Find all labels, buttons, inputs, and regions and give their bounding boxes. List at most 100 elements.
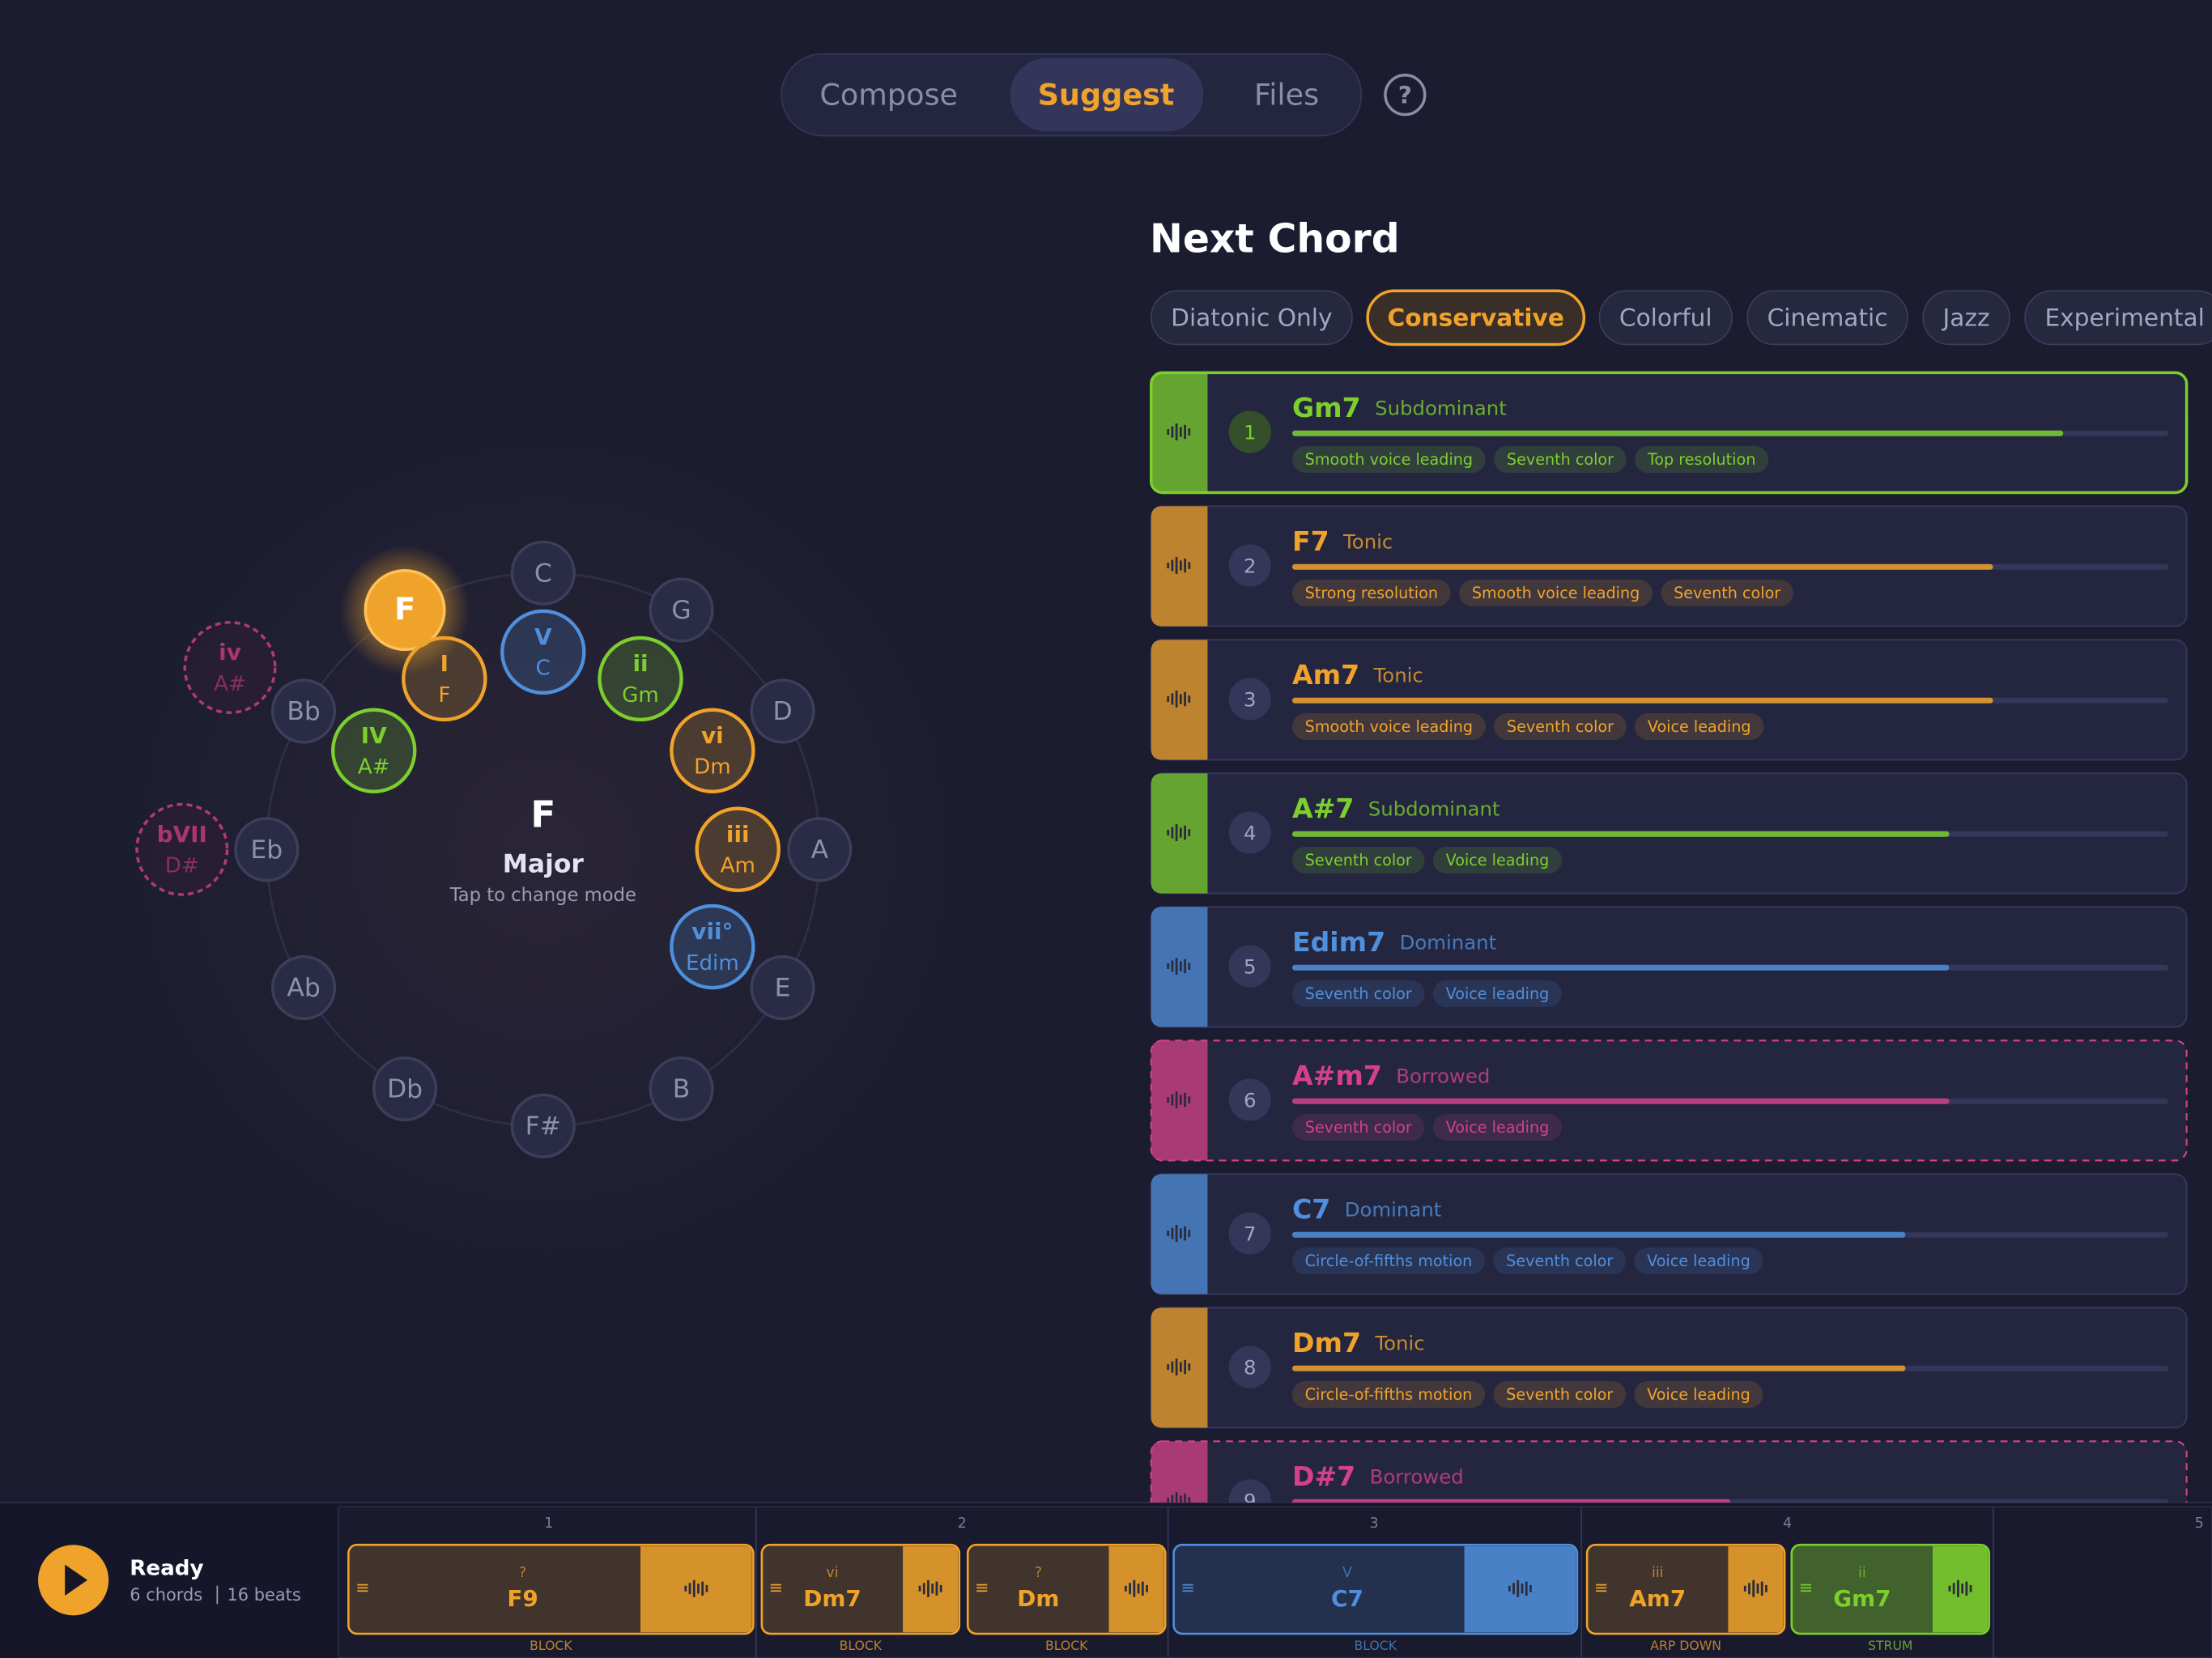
tag: Strong resolution bbox=[1305, 584, 1438, 602]
tag: Voice leading bbox=[1446, 1118, 1550, 1137]
suggestion-card[interactable]: 8 Dm7 Tonic Circle-of-fifths motion Seventh … bbox=[1150, 1307, 2188, 1429]
tab[interactable]: Suggest bbox=[1038, 77, 1175, 112]
tag-chip bbox=[1291, 980, 1425, 1008]
chord-circle[interactable] bbox=[695, 806, 781, 892]
borrowed-degree: bVII bbox=[157, 821, 207, 848]
chord-circle[interactable] bbox=[331, 708, 417, 794]
chord-circle[interactable] bbox=[670, 708, 755, 794]
chord-count: 6 chords bbox=[130, 1585, 202, 1605]
suggestion-card[interactable]: 1 Gm7 Subdominant Smooth voice leading Seven… bbox=[1150, 371, 2189, 495]
block-style: BLOCK bbox=[1355, 1638, 1397, 1653]
suggestion-card[interactable]: 3 Am7 Tonic Smooth voice leading Seventh col… bbox=[1150, 639, 2188, 761]
filter-label: Jazz bbox=[1942, 304, 1990, 332]
rank-circle bbox=[1228, 1346, 1271, 1388]
filter-chip[interactable] bbox=[1366, 289, 1586, 346]
chord-name: Gm7 bbox=[1292, 392, 1361, 423]
note-circle[interactable] bbox=[372, 1056, 438, 1122]
block-style: BLOCK bbox=[1045, 1638, 1088, 1653]
chord-name: C bbox=[536, 657, 551, 681]
score-bar bbox=[1291, 964, 1950, 971]
note-circle[interactable] bbox=[364, 568, 446, 652]
note-label: D bbox=[772, 697, 792, 726]
drag-handle-icon: ≡ bbox=[355, 1578, 370, 1597]
help-button[interactable] bbox=[1384, 73, 1427, 117]
tab[interactable]: Files bbox=[1254, 77, 1319, 112]
suggestion-card[interactable]: 2 F7 Tonic Strong resolution Smooth voice le… bbox=[1150, 505, 2188, 627]
note-label: Db bbox=[387, 1075, 423, 1104]
chord-block[interactable]: ≡ ii Gm7 STRUM bbox=[1790, 1543, 1991, 1653]
chord-circle[interactable] bbox=[670, 903, 755, 990]
tag-chip bbox=[1432, 980, 1562, 1008]
suggestion-card[interactable]: 9 D#7 Borrowed bbox=[1150, 1440, 2188, 1561]
chord-degree: vii° bbox=[691, 918, 733, 945]
block-audio bbox=[903, 1545, 959, 1633]
rank-circle bbox=[1228, 1212, 1271, 1255]
center-mode[interactable]: Major bbox=[503, 849, 585, 878]
borrowed-circle[interactable] bbox=[135, 802, 229, 896]
suggestion-card[interactable]: 4 A#7 Subdominant Seventh color Voice leadin… bbox=[1150, 772, 2188, 895]
score-bar bbox=[1291, 1365, 1906, 1371]
note-circle[interactable] bbox=[234, 817, 300, 882]
drag-handle-icon: ≡ bbox=[1180, 1578, 1195, 1597]
tag: Seventh color bbox=[1305, 984, 1412, 1003]
chord-degree: vi bbox=[701, 722, 724, 749]
note-circle[interactable] bbox=[270, 678, 337, 744]
tag: Circle-of-fifths motion bbox=[1305, 1385, 1473, 1404]
note-label: Ab bbox=[287, 974, 320, 1003]
chord-function: Borrowed bbox=[1396, 1065, 1490, 1088]
tab[interactable]: Compose bbox=[819, 77, 958, 112]
chord-block[interactable]: ≡? F9 BLOCK bbox=[347, 1543, 755, 1653]
rank: 8 bbox=[1244, 1355, 1257, 1379]
chord-function: Tonic bbox=[1342, 530, 1393, 554]
note-circle[interactable] bbox=[649, 1056, 714, 1122]
measure-number: 4 bbox=[1783, 1516, 1792, 1532]
card-tab bbox=[1151, 640, 1208, 760]
chord-circle[interactable] bbox=[402, 636, 487, 722]
filter-label: Cinematic bbox=[1767, 304, 1888, 332]
note-label: B bbox=[673, 1075, 691, 1104]
chord-name: Dm bbox=[694, 755, 731, 780]
note-circle[interactable] bbox=[270, 954, 337, 1021]
note-label: C bbox=[534, 559, 552, 589]
block-degree: ii bbox=[1858, 1565, 1866, 1581]
chord-name: Gm bbox=[622, 683, 659, 708]
chord-circle[interactable] bbox=[500, 609, 586, 695]
chord-name: Edim bbox=[686, 951, 739, 976]
chord-block[interactable]: ≡ V C7 BLOCK bbox=[1172, 1543, 1579, 1653]
chord-name: F bbox=[438, 683, 450, 708]
note-circle[interactable] bbox=[750, 678, 815, 744]
rank: 6 bbox=[1244, 1088, 1257, 1112]
filter-chip[interactable] bbox=[2024, 290, 2212, 346]
note-circle[interactable] bbox=[510, 1093, 576, 1158]
score-bar bbox=[1291, 1231, 1906, 1238]
note-circle[interactable] bbox=[787, 817, 853, 882]
filter-chip[interactable] bbox=[1150, 290, 1353, 346]
chord-block[interactable]: ≡ vi Dm7 BLOCK bbox=[760, 1543, 961, 1653]
suggestion-card[interactable]: 7 C7 Dominant Circle-of-fifths motion Sevent… bbox=[1150, 1173, 2188, 1295]
center-key[interactable]: F bbox=[530, 793, 555, 836]
tag: Smooth voice leading bbox=[1472, 584, 1640, 602]
note-label: F# bbox=[525, 1112, 561, 1141]
chord-block[interactable]: ≡ iii Am7 ARP DOWN bbox=[1585, 1543, 1786, 1653]
rank-circle bbox=[1228, 1078, 1271, 1121]
borrowed-circle[interactable] bbox=[183, 621, 277, 714]
note-circle[interactable] bbox=[750, 954, 815, 1021]
tag: Seventh color bbox=[1506, 1385, 1613, 1404]
chord-circle[interactable] bbox=[598, 636, 683, 722]
measure-number: 5 bbox=[2195, 1516, 2204, 1532]
suggestion-card[interactable]: 6 A#m7 Borrowed Seventh color Voice leading bbox=[1150, 1039, 2188, 1162]
suggestion-list: 1 Gm7 Subdominant Smooth voice leading Seven… bbox=[1150, 371, 2189, 1561]
block-name: Am7 bbox=[1629, 1585, 1686, 1612]
filter-chip[interactable] bbox=[1922, 290, 2010, 346]
note-circle[interactable] bbox=[649, 577, 714, 643]
chord-name: F7 bbox=[1292, 525, 1329, 557]
filter-chip[interactable] bbox=[1598, 290, 1733, 346]
chord-block[interactable]: ≡? Dm BLOCK bbox=[966, 1543, 1167, 1653]
block-audio bbox=[1464, 1545, 1576, 1633]
note-circle[interactable] bbox=[510, 540, 576, 606]
filter-chip[interactable] bbox=[1746, 290, 1908, 346]
drag-handle-icon: ≡ bbox=[1798, 1578, 1813, 1597]
suggestion-card[interactable]: 5 Edim7 Dominant Seventh color Voice leading bbox=[1150, 906, 2188, 1028]
rank-circle bbox=[1228, 1479, 1271, 1503]
block-audio bbox=[1108, 1545, 1164, 1633]
